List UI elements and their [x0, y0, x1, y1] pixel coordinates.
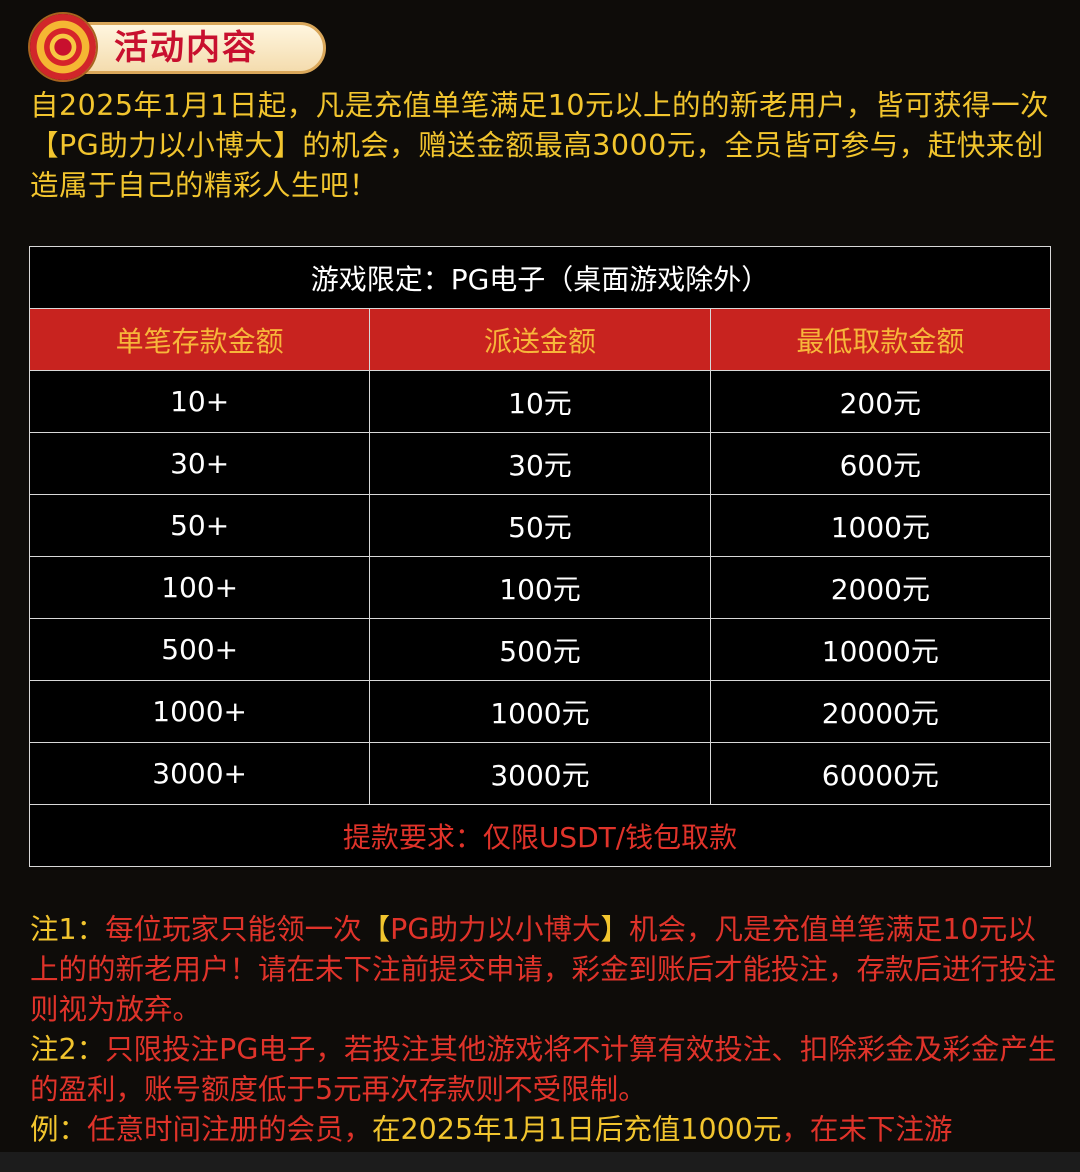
- min-withdrawal: 200元: [709, 370, 1052, 433]
- column-header: 单笔存款金额: [28, 308, 371, 371]
- deposit-amount: 100+: [28, 556, 371, 619]
- notes: 注1：每位玩家只能领一次【PG助力以小博大】机会，凡是充值单笔满足10元以上的的…: [30, 910, 1060, 1150]
- table-row: 1000+ 1000元 20000元: [28, 680, 1052, 743]
- table-row: 100+ 100元 2000元: [28, 556, 1052, 619]
- bonus-amount: 3000元: [369, 742, 711, 805]
- note-1: 注1：每位玩家只能领一次【PG助力以小博大】机会，凡是充值单笔满足10元以上的的…: [30, 910, 1060, 1030]
- reward-table: 游戏限定：PG电子（桌面游戏除外） 单笔存款金额 派送金额 最低取款金额 10+…: [28, 246, 1052, 867]
- example-text: 任意时间注册的会员，: [87, 1113, 373, 1146]
- bracket: 【: [361, 913, 391, 946]
- bonus-amount: 50元: [369, 494, 711, 557]
- note-text: 机会，凡是充值单笔满足10元以上的的新老用户！请在未下注前提交申请，彩金到账后才…: [30, 913, 1057, 1026]
- bonus-amount: 10元: [369, 370, 711, 433]
- note-text: 只限投注PG电子，若投注其他游戏将不计算有效投注、扣除彩金及彩金产生的盈利，账号…: [30, 1033, 1057, 1106]
- column-header: 最低取款金额: [709, 308, 1052, 371]
- note-2: 注2：只限投注PG电子，若投注其他游戏将不计算有效投注、扣除彩金及彩金产生的盈利…: [30, 1030, 1060, 1110]
- table-row: 500+ 500元 10000元: [28, 618, 1052, 681]
- table-footer: 提款要求：仅限USDT/钱包取款: [29, 804, 1051, 867]
- badge-plate: [68, 22, 326, 74]
- note-label: 注2：: [30, 1033, 106, 1066]
- min-withdrawal: 600元: [709, 432, 1052, 495]
- min-withdrawal: 20000元: [709, 680, 1052, 743]
- example-text: ，在未下注游: [781, 1113, 953, 1146]
- promo-name: PG助力以小博大: [390, 913, 601, 946]
- note-text: 每位玩家只能领一次: [105, 913, 362, 946]
- min-withdrawal: 10000元: [709, 618, 1052, 681]
- bracket: 】: [600, 913, 629, 946]
- table-row: 10+ 10元 200元: [28, 370, 1052, 433]
- bonus-amount: 500元: [369, 618, 711, 681]
- bonus-amount: 100元: [369, 556, 711, 619]
- example-label: 例：: [30, 1113, 88, 1146]
- min-withdrawal: 1000元: [709, 494, 1052, 557]
- deposit-amount: 30+: [28, 432, 371, 495]
- example: 例：任意时间注册的会员，在2025年1月1日后充值1000元，在未下注游: [30, 1110, 1060, 1150]
- table-caption: 游戏限定：PG电子（桌面游戏除外）: [29, 246, 1051, 309]
- deposit-amount: 50+: [28, 494, 371, 557]
- deposit-amount: 500+: [28, 618, 371, 681]
- min-withdrawal: 60000元: [709, 742, 1052, 805]
- min-withdrawal: 2000元: [709, 556, 1052, 619]
- intro-text: 自2025年1月1日起，凡是充值单笔满足10元以上的的新老用户，皆可获得一次【P…: [30, 89, 1050, 202]
- section-title: 活动内容: [114, 28, 258, 68]
- section-header-badge: 活动内容: [28, 14, 326, 82]
- deposit-amount: 10+: [28, 370, 371, 433]
- column-header: 派送金额: [369, 308, 711, 371]
- deposit-amount: 3000+: [28, 742, 371, 805]
- deposit-amount: 1000+: [28, 680, 371, 743]
- example-highlight: 在2025年1月1日后充值1000元: [372, 1113, 782, 1146]
- note-label: 注1：: [30, 913, 106, 946]
- table-row: 3000+ 3000元 60000元: [28, 742, 1052, 805]
- bonus-amount: 30元: [369, 432, 711, 495]
- bottom-bar: [0, 1152, 1080, 1172]
- table-header-row: 单笔存款金额 派送金额 最低取款金额: [28, 308, 1052, 371]
- table-row: 30+ 30元 600元: [28, 432, 1052, 495]
- sun-emblem-icon: [30, 14, 96, 80]
- table-row: 50+ 50元 1000元: [28, 494, 1052, 557]
- bonus-amount: 1000元: [369, 680, 711, 743]
